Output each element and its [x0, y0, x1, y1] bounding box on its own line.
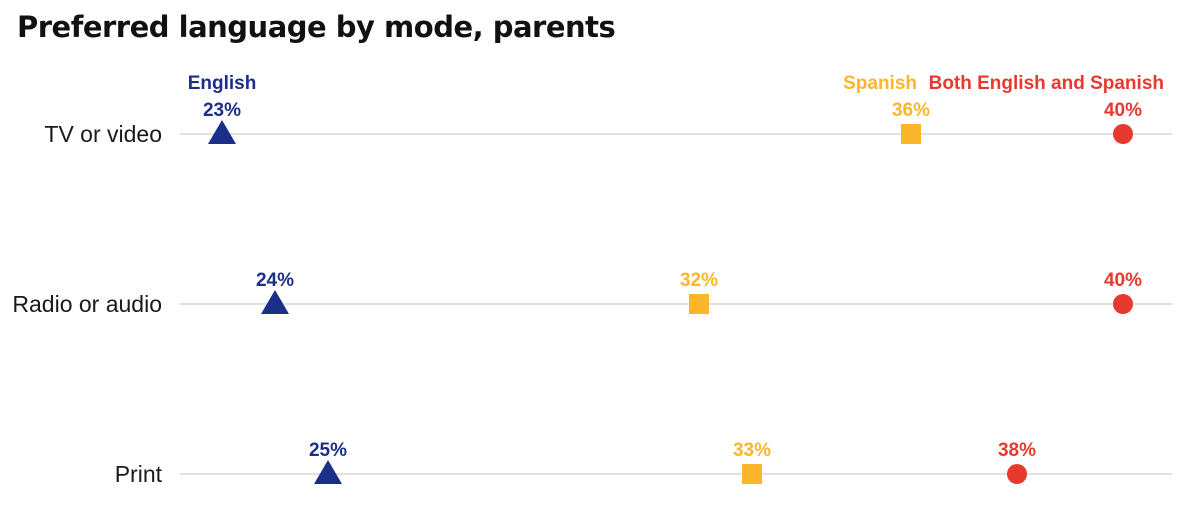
data-label: 25% [309, 440, 347, 461]
data-point-spanish [901, 124, 921, 144]
data-point-both [1007, 464, 1027, 484]
data-point-spanish [742, 464, 762, 484]
data-label: 40% [1104, 270, 1142, 291]
row-label: Print [115, 461, 163, 487]
data-point-english [314, 460, 342, 484]
row-label: TV or video [44, 121, 162, 147]
data-point-english [261, 290, 289, 314]
data-label: 24% [256, 270, 294, 291]
legend-label: Spanish [843, 73, 917, 94]
data-label: 38% [998, 440, 1036, 461]
data-point-english [208, 120, 236, 144]
data-point-both [1113, 124, 1133, 144]
data-label: 32% [680, 270, 718, 291]
chart-title: Preferred language by mode, parents [17, 10, 616, 44]
data-point-both [1113, 294, 1133, 314]
data-label: 40% [1104, 100, 1142, 121]
data-point-spanish [689, 294, 709, 314]
data-label: 33% [733, 440, 771, 461]
data-label: 36% [892, 100, 930, 121]
legend-label: Both English and Spanish [929, 73, 1164, 94]
row-label: Radio or audio [12, 291, 162, 317]
data-label: 23% [203, 100, 241, 121]
legend-label: English [188, 73, 257, 94]
